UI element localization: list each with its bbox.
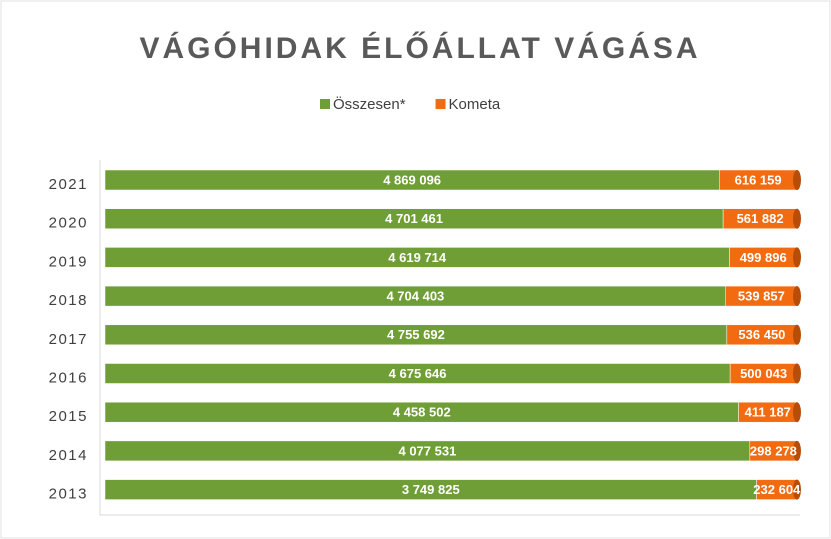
value-label: 4 704 403 <box>386 289 444 304</box>
bar-end <box>793 208 801 229</box>
bar-end <box>793 479 801 500</box>
legend-swatch <box>320 99 330 109</box>
y-tick-label: 2016 <box>49 369 88 386</box>
y-tick-label: 2015 <box>49 408 88 425</box>
y-tick-label: 2017 <box>49 331 88 348</box>
y-tick-label: 2019 <box>49 253 88 270</box>
value-label: 616 159 <box>735 172 782 187</box>
bar-end <box>793 363 801 384</box>
value-label: 232 604 <box>753 482 801 497</box>
value-label: 561 882 <box>737 211 784 226</box>
chart-title: VÁGÓHIDAK ÉLŐÁLLAT VÁGÁSA <box>139 31 700 65</box>
value-label: 298 278 <box>750 443 797 458</box>
value-label: 499 896 <box>740 250 787 265</box>
y-tick-label: 2014 <box>49 447 88 464</box>
legend-swatch <box>435 99 446 109</box>
value-label: 536 450 <box>738 327 785 342</box>
bar-end <box>793 170 801 190</box>
value-label: 4 077 531 <box>398 443 456 458</box>
axis <box>99 160 800 516</box>
y-tick-label: 2018 <box>49 292 88 309</box>
bar-end <box>793 286 801 307</box>
y-tick-label: 2013 <box>49 486 88 503</box>
value-label: 4 619 714 <box>388 250 447 265</box>
value-label: 4 701 461 <box>385 211 443 226</box>
value-label: 4 675 646 <box>389 366 447 381</box>
bar-end <box>793 402 801 423</box>
value-label: 3 749 825 <box>402 482 460 497</box>
value-label: 500 043 <box>740 366 787 381</box>
value-label: 411 187 <box>745 405 791 420</box>
legend-label: Kometa <box>449 96 501 113</box>
bar-end <box>793 440 801 461</box>
bar-end <box>793 324 801 345</box>
y-tick-label: 2021 <box>49 176 88 193</box>
value-label: 4 755 692 <box>387 327 445 342</box>
value-label: 4 458 502 <box>393 405 451 420</box>
value-label: 539 857 <box>738 289 785 304</box>
value-label: 4 869 096 <box>383 172 441 187</box>
y-tick-label: 2020 <box>49 215 88 232</box>
legend-label: Összesen* <box>333 95 406 113</box>
bar-end <box>793 247 801 268</box>
